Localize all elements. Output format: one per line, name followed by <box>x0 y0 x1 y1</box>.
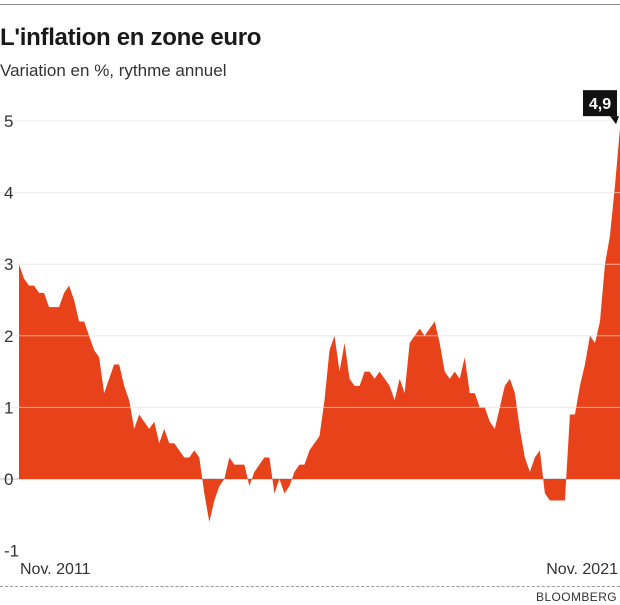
callout-box <box>583 90 617 117</box>
y-tick-label: 2 <box>4 327 13 346</box>
value-callout: 4,9 <box>583 90 619 125</box>
callout-pointer <box>610 116 619 125</box>
bottom-rule <box>0 586 620 587</box>
y-tick-label: 1 <box>4 398 13 417</box>
y-tick-label: -1 <box>4 542 19 561</box>
y-tick-labels: -1 0 1 2 3 4 5 <box>4 112 19 561</box>
chart-svg: -1 0 1 2 3 4 5 Nov. 2011 Nov. 2021 4,9 <box>0 90 620 578</box>
callout-label: 4,9 <box>589 96 611 113</box>
y-tick-label: 0 <box>4 470 13 489</box>
inflation-area <box>19 128 620 522</box>
y-tick-label: 3 <box>4 255 13 274</box>
gridlines-overlay <box>0 120 620 408</box>
source-label: BLOOMBERG <box>536 590 617 604</box>
chart-subtitle: Variation en %, rythme annuel <box>0 61 227 80</box>
chart-title: L'inflation en zone euro <box>0 24 262 51</box>
y-tick-label: 5 <box>4 112 13 131</box>
top-rule <box>0 4 620 5</box>
x-tick-label: Nov. 2011 <box>20 561 91 578</box>
y-tick-label: 4 <box>4 184 13 203</box>
x-tick-labels: Nov. 2011 Nov. 2021 <box>20 561 618 578</box>
x-tick-label: Nov. 2021 <box>546 561 618 578</box>
